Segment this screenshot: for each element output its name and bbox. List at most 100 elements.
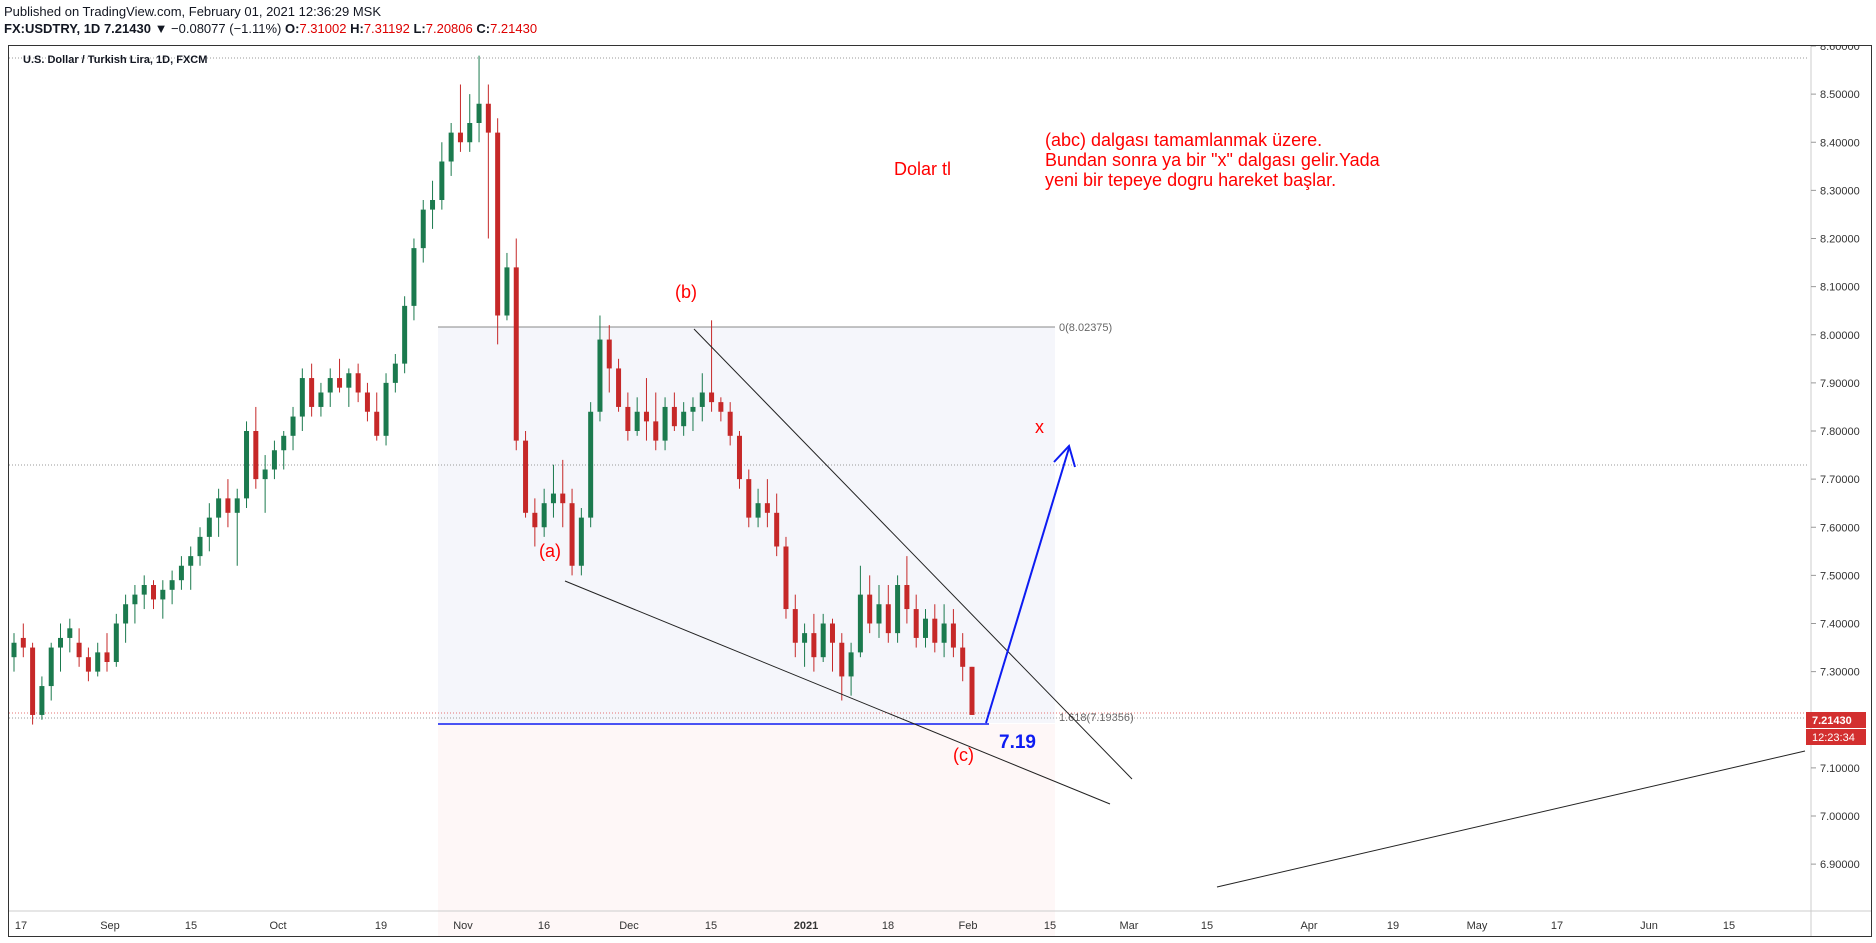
candle-body	[950, 623, 956, 648]
candle-body	[550, 493, 556, 504]
candle-body	[364, 392, 370, 412]
candle	[151, 580, 157, 610]
candle-body	[206, 517, 212, 537]
chart-frame[interactable]: 0(8.02375) 1.618(7.19356) U.S. Dollar / …	[8, 45, 1872, 937]
trend-lines	[564, 328, 1806, 888]
annotation-note-3: yeni bir tepeye dogru hareket başlar.	[1045, 170, 1336, 190]
candle-body	[113, 623, 119, 662]
candle-body	[541, 503, 547, 528]
candle	[392, 354, 398, 393]
candle-body	[634, 411, 640, 431]
price-axis[interactable]: 8.60000 8.50000 8.40000 8.30000 8.20000 8.100…	[1810, 46, 1860, 936]
candle	[48, 642, 54, 701]
candle	[439, 142, 445, 210]
candle	[364, 382, 370, 422]
candle	[839, 633, 845, 701]
candle	[690, 397, 696, 431]
candle	[876, 585, 882, 638]
open-label: O:	[285, 21, 300, 36]
candle-body	[504, 267, 510, 316]
candle-body	[774, 512, 780, 547]
candle-body	[104, 652, 110, 662]
candle-body	[681, 411, 687, 427]
candle	[262, 455, 268, 513]
price-tick-label: 8.30000	[1820, 185, 1860, 197]
candle-body	[76, 642, 82, 658]
candle	[355, 363, 361, 403]
candle	[58, 623, 64, 672]
candle	[234, 488, 240, 566]
candle-body	[95, 652, 101, 672]
candle-body	[829, 623, 835, 643]
candle-body	[476, 103, 482, 123]
wave-label-x: x	[1035, 417, 1044, 437]
candle-body	[327, 378, 333, 393]
time-tick-label: 19	[375, 920, 387, 932]
candle	[802, 623, 808, 667]
candle	[941, 604, 947, 658]
candle-body	[662, 406, 668, 441]
annotation-note-1: (abc) dalgası tamamlanmak üzere.	[1045, 130, 1322, 150]
time-tick-label: 15	[705, 920, 717, 932]
candle-body	[467, 123, 473, 143]
candle	[662, 397, 668, 451]
candle-body	[485, 103, 491, 133]
candle	[569, 488, 575, 576]
candle	[374, 392, 380, 441]
candle-body	[802, 633, 808, 643]
wedge-lower-line	[564, 580, 1111, 805]
candles	[11, 55, 975, 725]
candle	[467, 94, 473, 152]
candle-body	[188, 556, 194, 566]
candle	[346, 368, 352, 407]
candle	[504, 252, 510, 321]
low-value: 7.20806	[425, 21, 473, 36]
candle-body	[690, 406, 696, 412]
time-tick-label: 17	[1551, 920, 1563, 932]
candle-body	[913, 609, 919, 638]
candle	[625, 392, 631, 441]
time-axis[interactable]: 17 Sep 15 Oct 19 Nov 16 Dec 15 2021 18 Feb 15 Mar 15 Ap…	[9, 910, 1871, 932]
price-tick-label: 8.60000	[1820, 46, 1860, 53]
candle-body	[588, 411, 594, 518]
candle	[857, 565, 863, 658]
candle-body	[718, 402, 724, 412]
low-label: L:	[413, 21, 426, 36]
candle-body	[374, 411, 380, 436]
candle-body	[569, 503, 575, 566]
candle-body	[160, 589, 166, 600]
time-tick-label: 18	[882, 920, 894, 932]
candle	[764, 479, 770, 528]
candle-body	[448, 132, 454, 162]
candle	[420, 200, 426, 263]
price-tick-label: 7.60000	[1820, 522, 1860, 534]
annotations: U.S. Dollar / Turkish Lira, 1D, FXCM Dol…	[23, 54, 1381, 765]
countdown-tag-value: 12:23:34	[1812, 732, 1855, 744]
fib-label-0: 0(8.02375)	[1059, 322, 1112, 334]
time-tick-label: Dec	[619, 920, 639, 932]
candle-body	[653, 421, 659, 441]
time-tick-label: 15	[1044, 920, 1056, 932]
candle	[76, 628, 82, 667]
candle-body	[318, 392, 324, 407]
candle-body	[606, 339, 612, 369]
time-tick-label: 15	[1723, 920, 1735, 932]
candle-body	[355, 373, 361, 393]
price-chart[interactable]: 0(8.02375) 1.618(7.19356) U.S. Dollar / …	[9, 46, 1871, 936]
candle-body	[643, 411, 649, 422]
price-tick-label: 7.90000	[1820, 378, 1860, 390]
candle-body	[346, 373, 352, 388]
candle	[123, 594, 129, 643]
candle	[588, 402, 594, 528]
annotation-note-2: Bundan sonra ya bir "x" dalgası gelir.Ya…	[1045, 150, 1381, 170]
candle-body	[337, 378, 343, 388]
candle	[513, 238, 519, 451]
candle-body	[67, 628, 73, 638]
price-tag-box	[1806, 712, 1866, 728]
candle	[67, 618, 73, 653]
candle-body	[197, 536, 203, 557]
annotation-dolar: Dolar tl	[894, 159, 951, 179]
high-value: 7.31192	[363, 21, 410, 36]
symbol-line: FX:USDTRY, 1D 7.21430 ▼ −0.08077 (−1.11%…	[4, 20, 537, 37]
price-tag-value: 7.21430	[1812, 715, 1852, 727]
